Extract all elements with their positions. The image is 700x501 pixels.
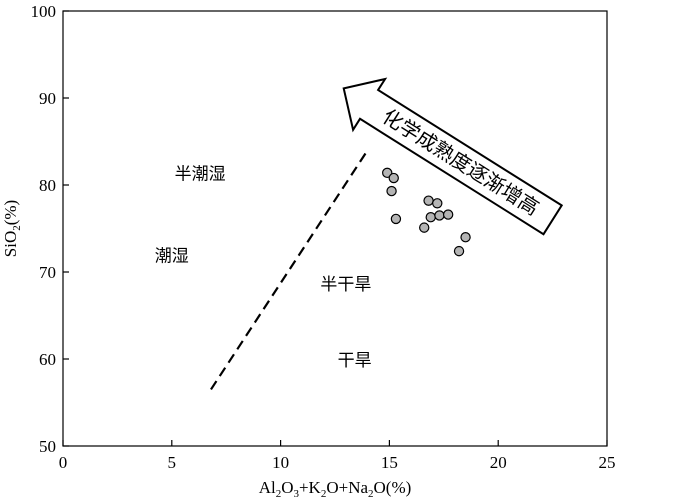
axis-ticks — [62, 10, 608, 447]
region-label: 干旱 — [338, 351, 372, 371]
axis-title-part: O — [281, 478, 293, 497]
y-tick-label: 80 — [39, 176, 56, 195]
maturity-arrow-group: 化学成熟度逐渐增高 — [342, 77, 564, 236]
data-point — [388, 172, 399, 184]
axis-title-subscript: 2 — [321, 488, 327, 500]
region-label: 半潮湿 — [175, 165, 226, 185]
y-tick-label: 70 — [39, 263, 56, 282]
x-tick-label: 5 — [168, 453, 177, 472]
x-tick-label: 15 — [381, 453, 398, 472]
arrow-label: 化学成熟度逐渐增高 — [378, 104, 543, 220]
data-point — [425, 211, 436, 223]
x-tick-label: 0 — [59, 453, 68, 472]
x-tick-label: 10 — [272, 453, 289, 472]
x-axis-title: Al2O3+K2O+Na2O(%) — [259, 478, 412, 500]
data-point — [386, 185, 397, 197]
axis-title-subscript: 2 — [11, 225, 23, 231]
y-axis-title: SiO2(%) — [1, 200, 23, 257]
x-tick-label: 25 — [599, 453, 616, 472]
axis-title-part: (%) — [1, 200, 20, 225]
data-point — [460, 231, 471, 243]
y-tick-label: 50 — [39, 437, 56, 456]
axis-title-subscript: 2 — [368, 488, 374, 500]
data-point — [419, 222, 430, 233]
axis-title-subscript: 2 — [276, 488, 282, 500]
data-point — [434, 210, 445, 221]
y-tick-label: 100 — [31, 2, 57, 21]
x-tick-label: 20 — [490, 453, 507, 472]
axis-title-part: +K — [299, 478, 322, 497]
axis-title-part: SiO — [1, 231, 20, 257]
axis-title-part: Al — [259, 478, 276, 497]
y-tick-label: 90 — [39, 89, 56, 108]
y-tick-label: 60 — [39, 350, 56, 369]
data-points — [382, 167, 471, 257]
axis-title-subscript: 3 — [293, 488, 299, 500]
data-point — [390, 213, 402, 225]
axis-title-part: O(%) — [374, 478, 412, 497]
tick-labels: 0 5 10 15 20 25 50 60 70 80 90 100 — [31, 2, 616, 472]
data-point — [442, 209, 454, 220]
data-point — [423, 195, 434, 206]
region-label: 半干旱 — [320, 275, 371, 295]
region-label: 潮湿 — [155, 246, 189, 266]
data-point — [432, 198, 443, 209]
data-point — [453, 245, 465, 257]
maturity-arrow — [342, 77, 564, 236]
axis-title-part: O+Na — [326, 478, 368, 497]
plot-frame — [62, 10, 608, 447]
